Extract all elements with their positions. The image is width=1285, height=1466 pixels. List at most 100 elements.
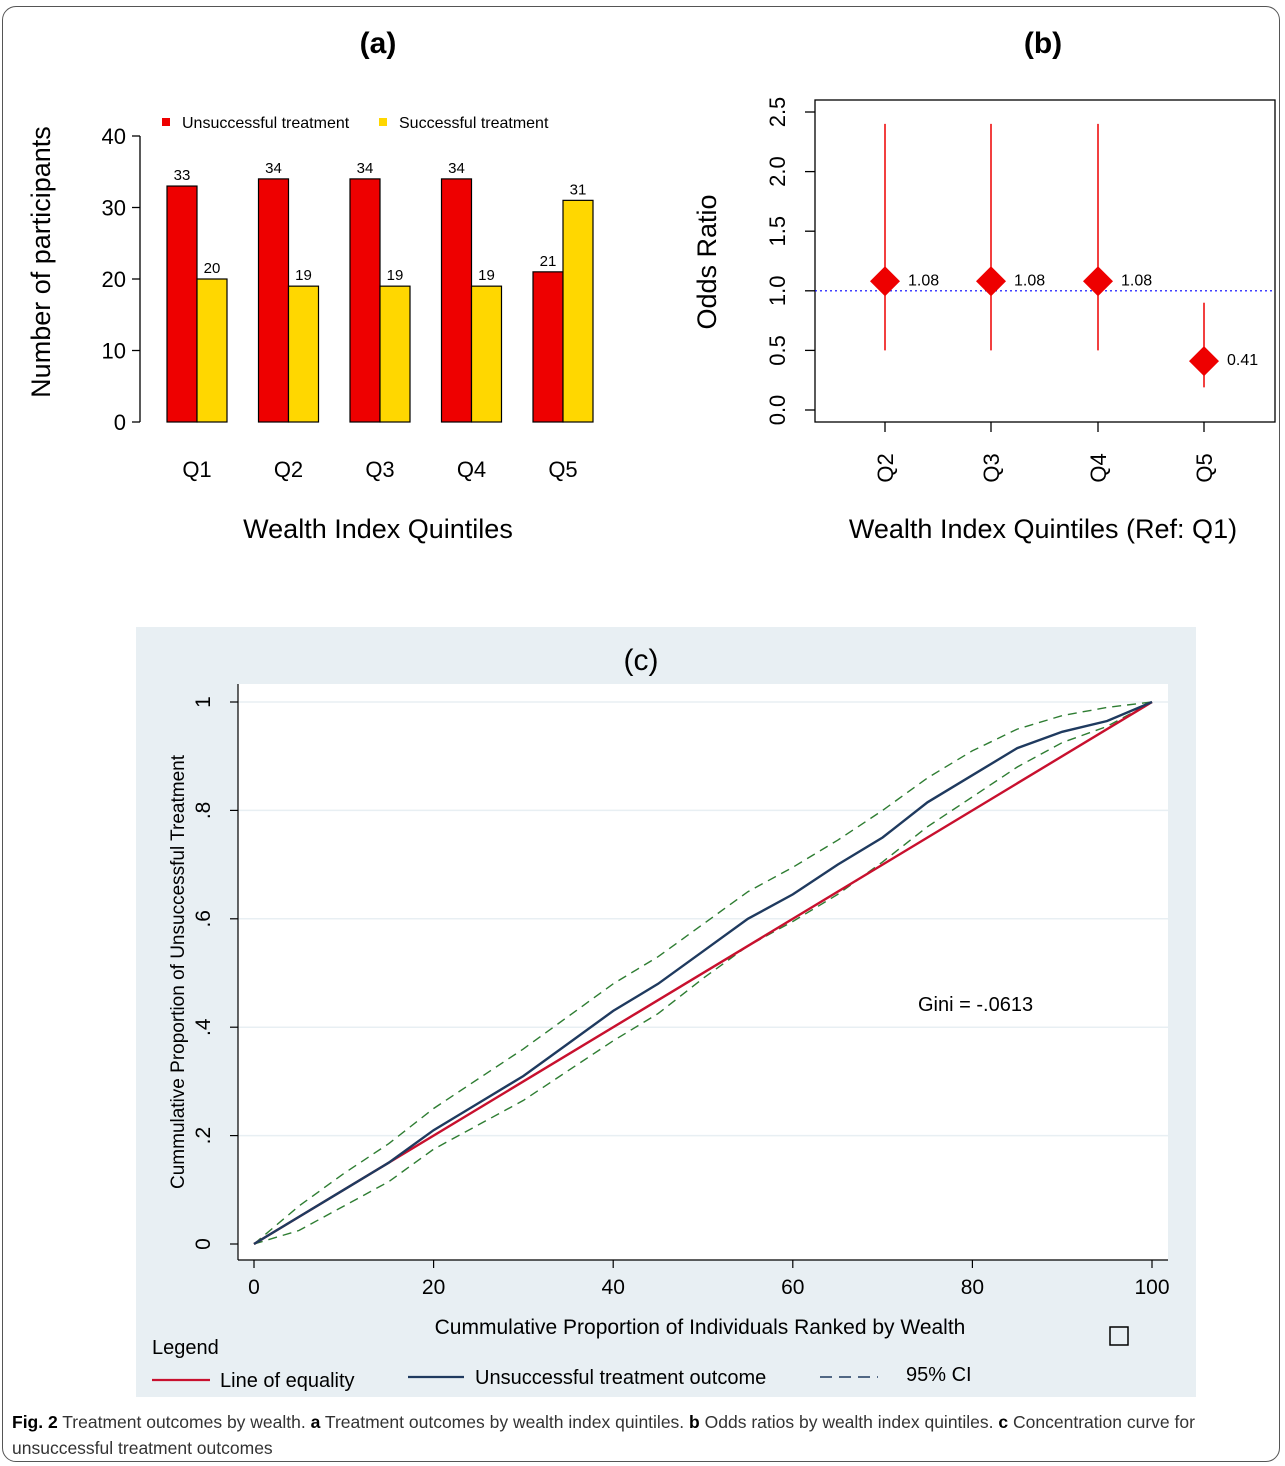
bar-value-label: 34 bbox=[357, 160, 374, 177]
x-tick-label: Q1 bbox=[182, 457, 211, 482]
panel-b-axes: 0.0 0.5 1.0 1.5 2.0 2.5 Q2 Q3 Q4 Q5 bbox=[765, 97, 1276, 483]
panel-b-ylabel: Odds Ratio bbox=[692, 194, 722, 329]
panel-a-label: (a) bbox=[360, 27, 397, 60]
legend-title: Legend bbox=[152, 1337, 219, 1359]
panel-c-lines bbox=[253, 700, 1153, 1246]
x-tick-label: Q5 bbox=[1192, 453, 1217, 482]
panel-c-axes: 0 .2 .4 .6 .8 1 0 20 40 60 80 100 bbox=[192, 684, 1170, 1299]
y-tick-label: .6 bbox=[192, 910, 215, 928]
panel-b-marks: 1.08 1.08 1.08 0.41 bbox=[815, 123, 1275, 388]
odds-ratio-label: 1.08 bbox=[1014, 272, 1045, 289]
y-tick-label: 1 bbox=[192, 696, 215, 708]
y-tick-label: .2 bbox=[192, 1127, 215, 1145]
figure-frame bbox=[2, 6, 1280, 1462]
bar-successful bbox=[562, 199, 594, 423]
legend-swatch-successful bbox=[379, 118, 387, 126]
gini-annotation: Gini = -.0613 bbox=[918, 994, 1033, 1016]
y-tick-label: 0.0 bbox=[765, 395, 790, 426]
bar-value-label: 31 bbox=[570, 181, 587, 198]
bar-successful bbox=[196, 278, 228, 423]
y-tick-label: 10 bbox=[102, 339, 126, 364]
legend-box-icon bbox=[1109, 1326, 1129, 1346]
caption-c-label: c bbox=[998, 1412, 1009, 1432]
x-tick-label: Q5 bbox=[548, 457, 577, 482]
y-tick-label: 1.0 bbox=[765, 276, 790, 307]
legend-swatch-unsuccessful bbox=[162, 118, 170, 126]
x-tick-label: 0 bbox=[248, 1276, 260, 1299]
panel-b-xlabel: Wealth Index Quintiles (Ref: Q1) bbox=[849, 514, 1237, 544]
bar-value-label: 19 bbox=[387, 267, 404, 284]
odds-ratio-label: 1.08 bbox=[1121, 272, 1152, 289]
panel-c-xlabel: Cummulative Proportion of Individuals Ra… bbox=[435, 1316, 966, 1339]
y-tick-label: 0 bbox=[114, 410, 126, 435]
plot-box bbox=[814, 99, 1276, 423]
odds-ratio-label: 1.08 bbox=[908, 272, 939, 289]
y-tick-label: 30 bbox=[102, 196, 126, 221]
panel-c-legend: Legend Line of equality Unsuccessful tre… bbox=[152, 1326, 1129, 1392]
panel-c: (c) Cummulative Proportion of Unsuccessf… bbox=[136, 627, 1196, 1397]
y-tick-label: 2.5 bbox=[765, 97, 790, 128]
x-tick-label: Q2 bbox=[274, 457, 303, 482]
x-tick-label: Q4 bbox=[457, 457, 486, 482]
panel-b: (b) Odds Ratio Wealth Index Quintiles (R… bbox=[692, 27, 1276, 544]
bar-value-label: 19 bbox=[478, 267, 495, 284]
caption-b-label: b bbox=[689, 1412, 700, 1432]
caption-title: Treatment outcomes by wealth. bbox=[62, 1412, 306, 1432]
x-tick-label: 60 bbox=[781, 1276, 804, 1299]
legend-label-unsuccessful: Unsuccessful treatment bbox=[182, 115, 350, 132]
panel-a-ylabel: Number of participants bbox=[26, 126, 56, 398]
ci-lower-line bbox=[253, 701, 1153, 1245]
legend-label-outcome: Unsuccessful treatment outcome bbox=[475, 1367, 766, 1389]
odds-ratio-point bbox=[976, 266, 1006, 297]
caption-a-label: a bbox=[310, 1412, 321, 1432]
bar-value-label: 19 bbox=[295, 267, 312, 284]
concentration-curve bbox=[253, 700, 1153, 1246]
bar-successful bbox=[470, 285, 503, 423]
x-tick-label: 20 bbox=[422, 1276, 445, 1299]
caption-c-text: Concentration curve for unsuccessful tre… bbox=[12, 1412, 1195, 1458]
x-tick-label: Q4 bbox=[1086, 453, 1111, 482]
x-tick-label: 80 bbox=[961, 1276, 984, 1299]
panel-a-axes: 0 10 20 30 40 Q1 Q2 Q3 Q4 Q5 bbox=[102, 124, 578, 482]
panel-a: (a) Number of participants Wealth Index … bbox=[26, 27, 594, 544]
bar-unsuccessful bbox=[532, 271, 564, 423]
odds-ratio-label: 0.41 bbox=[1227, 352, 1258, 369]
figure-caption: Fig. 2 Treatment outcomes by wealth. a T… bbox=[12, 1409, 1274, 1461]
equality-line bbox=[253, 700, 1153, 1246]
odds-ratio-point bbox=[1189, 346, 1219, 377]
y-tick-label: 1.5 bbox=[765, 216, 790, 247]
bar-unsuccessful bbox=[166, 185, 198, 423]
bar-value-label: 21 bbox=[540, 253, 557, 270]
panel-c-ylabel: Cummulative Proportion of Unsuccessful T… bbox=[168, 754, 189, 1189]
odds-ratio-point bbox=[870, 266, 900, 297]
panel-b-label: (b) bbox=[1024, 27, 1062, 60]
panel-a-legend: Unsuccessful treatment Successful treatm… bbox=[162, 115, 549, 132]
caption-b-text: Odds ratios by wealth index quintiles. bbox=[704, 1412, 994, 1432]
bar-unsuccessful bbox=[257, 178, 290, 423]
bar-successful bbox=[379, 285, 411, 423]
x-tick-label: 40 bbox=[602, 1276, 625, 1299]
y-tick-label: 2.0 bbox=[765, 156, 790, 187]
y-tick-label: 40 bbox=[102, 124, 126, 149]
y-tick-label: 20 bbox=[102, 267, 126, 292]
x-tick-label: Q3 bbox=[979, 453, 1004, 482]
panel-a-bars: 33 20 34 19 34 19 34 19 21 31 bbox=[166, 160, 594, 423]
y-tick-label: .4 bbox=[192, 1018, 215, 1036]
panel-c-label: (c) bbox=[624, 644, 659, 677]
caption-label: Fig. 2 bbox=[12, 1412, 58, 1432]
legend-label-ci: 95% CI bbox=[906, 1364, 972, 1386]
x-tick-label: 100 bbox=[1134, 1276, 1169, 1299]
y-tick-label: 0 bbox=[192, 1238, 215, 1250]
y-tick-label: .8 bbox=[192, 802, 215, 820]
caption-a-text: Treatment outcomes by wealth index quint… bbox=[324, 1412, 685, 1432]
bar-value-label: 33 bbox=[174, 167, 191, 184]
ci-upper-line bbox=[253, 701, 1153, 1245]
bar-value-label: 34 bbox=[448, 160, 465, 177]
x-tick-label: Q2 bbox=[873, 453, 898, 482]
legend-label-equality: Line of equality bbox=[220, 1370, 355, 1392]
bar-unsuccessful bbox=[349, 178, 381, 423]
bar-value-label: 34 bbox=[265, 160, 282, 177]
panel-a-xlabel: Wealth Index Quintiles bbox=[243, 514, 513, 544]
legend-label-successful: Successful treatment bbox=[399, 115, 549, 132]
